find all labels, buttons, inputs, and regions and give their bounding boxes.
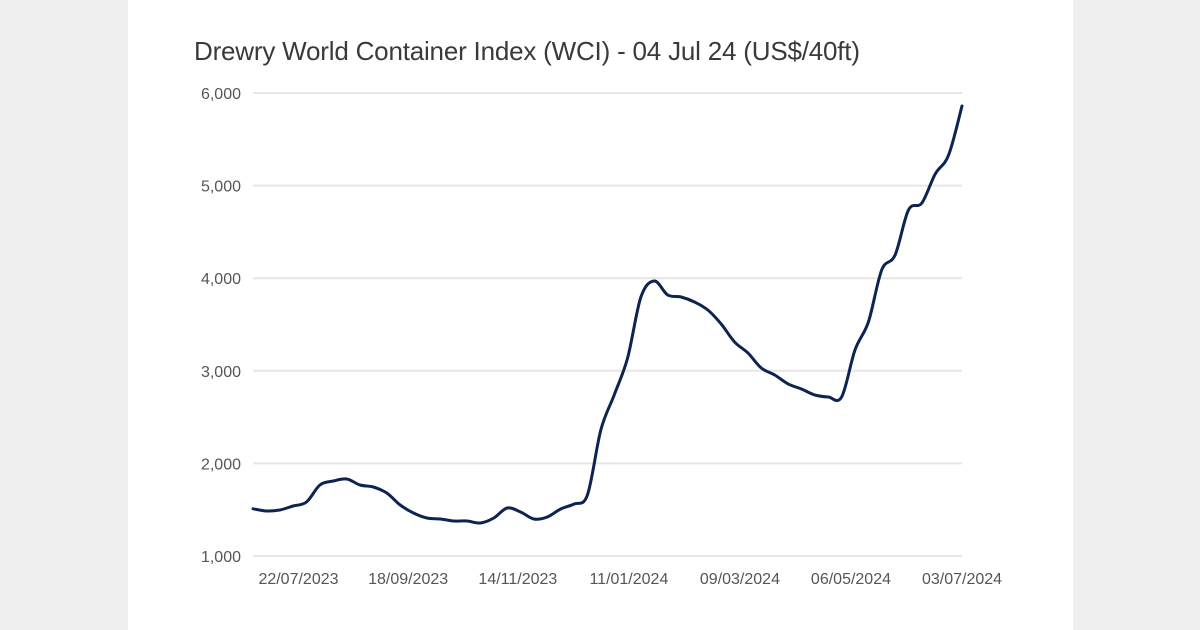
y-tick-label: 1,000 (201, 549, 241, 566)
gridlines (253, 92, 962, 557)
chart-title: Drewry World Container Index (WCI) - 04 … (194, 36, 860, 66)
y-tick-label: 6,000 (201, 86, 241, 103)
chart-card (128, 0, 1073, 630)
x-tick-label: 06/05/2024 (811, 571, 891, 588)
y-axis: 6,000 5,000 4,000 3,000 2,000 1,000 (201, 86, 241, 566)
x-tick-label: 22/07/2023 (258, 571, 338, 588)
x-tick-label: 18/09/2023 (368, 571, 448, 588)
x-tick-label: 14/11/2023 (478, 571, 557, 588)
y-tick-label: 2,000 (201, 456, 241, 473)
y-tick-label: 3,000 (201, 364, 241, 381)
wci-series-line (251, 104, 964, 525)
x-tick-label: 09/03/2024 (700, 571, 780, 588)
x-tick-label: 11/01/2024 (589, 571, 668, 588)
x-axis: 22/07/2023 18/09/2023 14/11/2023 11/01/2024… (258, 571, 1002, 588)
x-tick-label: 03/07/2024 (922, 571, 1002, 588)
y-tick-label: 5,000 (201, 179, 241, 196)
y-tick-label: 4,000 (201, 271, 241, 288)
